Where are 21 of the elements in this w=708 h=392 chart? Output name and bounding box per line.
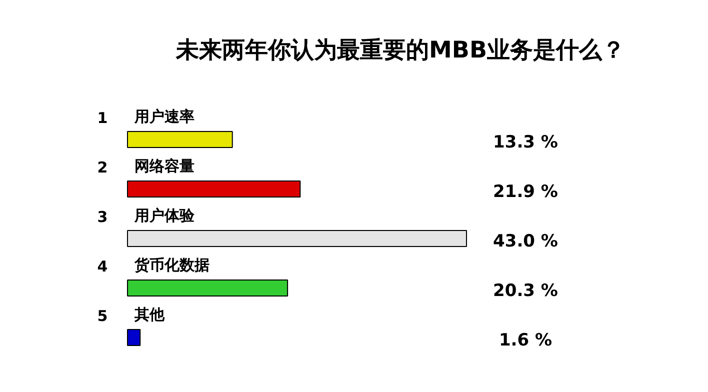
data-label: 43.0 % xyxy=(493,232,558,252)
text: 4 xyxy=(97,258,108,276)
text: 5 xyxy=(97,307,108,325)
chart-title: 未来两年你认为最重要的MBB业务是什么？ xyxy=(175,38,625,64)
y-tick-label: 用户速率 xyxy=(134,108,194,126)
y-tick-label: 网络容量 xyxy=(134,157,194,175)
bar xyxy=(127,230,467,247)
y-tick-label: 货币化数据 xyxy=(134,256,210,274)
y-tick-label: 用户体验 xyxy=(134,206,196,224)
y-tick-label: 其他 xyxy=(134,306,166,324)
text: 2 xyxy=(97,158,108,176)
data-label: 13.3 % xyxy=(493,132,558,152)
data-label: 21.9 % xyxy=(493,182,558,202)
bar xyxy=(127,131,233,148)
data-label: 20.3 % xyxy=(493,281,558,301)
text: 3 xyxy=(97,208,108,226)
bar xyxy=(127,180,301,198)
text: 1 xyxy=(97,109,108,127)
bar xyxy=(127,280,288,296)
data-label: 1.6 % xyxy=(498,330,552,350)
bar xyxy=(127,329,141,346)
